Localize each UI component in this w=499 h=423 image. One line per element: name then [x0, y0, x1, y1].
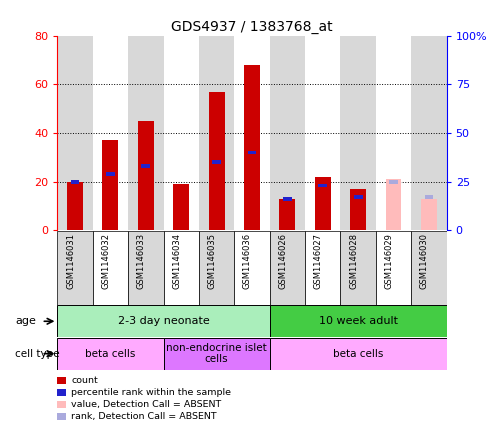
Text: GSM1146036: GSM1146036 — [243, 233, 252, 289]
Bar — [57, 231, 93, 305]
Text: GSM1146035: GSM1146035 — [208, 233, 217, 289]
Bar — [93, 36, 128, 230]
Bar — [106, 172, 115, 176]
Text: count: count — [71, 376, 98, 385]
Bar — [67, 181, 83, 230]
Bar — [57, 338, 164, 370]
Bar — [283, 197, 292, 201]
Bar — [421, 198, 437, 230]
Bar — [340, 36, 376, 230]
Bar — [141, 164, 150, 168]
Text: cell type: cell type — [15, 349, 59, 359]
Text: GSM1146028: GSM1146028 — [349, 233, 358, 289]
Bar — [138, 121, 154, 230]
Bar — [199, 231, 235, 305]
Text: 2-3 day neonate: 2-3 day neonate — [118, 316, 210, 326]
Bar — [425, 195, 433, 199]
Bar — [376, 231, 411, 305]
Text: GSM1146030: GSM1146030 — [420, 233, 429, 289]
Bar — [128, 36, 164, 230]
Text: GSM1146031: GSM1146031 — [66, 233, 75, 289]
Bar — [102, 140, 118, 230]
Bar — [244, 65, 260, 230]
Text: GSM1146029: GSM1146029 — [385, 233, 394, 288]
Bar — [235, 36, 269, 230]
Bar — [269, 338, 447, 370]
Bar — [248, 151, 256, 154]
Bar — [57, 305, 269, 337]
Bar — [199, 36, 235, 230]
Bar — [318, 184, 327, 187]
Bar — [269, 36, 305, 230]
Text: beta cells: beta cells — [333, 349, 383, 359]
Bar — [389, 180, 398, 184]
Text: GSM1146032: GSM1146032 — [101, 233, 110, 289]
Text: rank, Detection Call = ABSENT: rank, Detection Call = ABSENT — [71, 412, 217, 421]
Bar — [305, 231, 340, 305]
Bar — [164, 338, 269, 370]
Bar — [164, 36, 199, 230]
Text: 10 week adult: 10 week adult — [319, 316, 398, 326]
Bar — [173, 184, 189, 230]
Bar — [235, 231, 269, 305]
Bar — [71, 180, 79, 184]
Bar — [57, 36, 93, 230]
Bar — [376, 36, 411, 230]
Bar — [340, 231, 376, 305]
Title: GDS4937 / 1383768_at: GDS4937 / 1383768_at — [171, 19, 333, 33]
Text: non-endocrine islet
cells: non-endocrine islet cells — [166, 343, 267, 365]
Bar — [93, 231, 128, 305]
Text: value, Detection Call = ABSENT: value, Detection Call = ABSENT — [71, 400, 222, 409]
Bar — [350, 189, 366, 230]
Text: GSM1146026: GSM1146026 — [278, 233, 287, 289]
Text: GSM1146027: GSM1146027 — [314, 233, 323, 289]
Bar — [411, 36, 447, 230]
Bar — [386, 179, 402, 230]
Text: GSM1146034: GSM1146034 — [172, 233, 181, 289]
Bar — [209, 92, 225, 230]
Bar — [164, 231, 199, 305]
Text: beta cells: beta cells — [85, 349, 136, 359]
Text: GSM1146033: GSM1146033 — [137, 233, 146, 289]
Bar — [269, 305, 447, 337]
Bar — [279, 198, 295, 230]
Bar — [315, 177, 331, 230]
Text: percentile rank within the sample: percentile rank within the sample — [71, 388, 232, 397]
Bar — [212, 160, 221, 164]
Bar — [411, 231, 447, 305]
Bar — [269, 231, 305, 305]
Text: age: age — [15, 316, 36, 326]
Bar — [305, 36, 340, 230]
Bar — [128, 231, 164, 305]
Bar — [354, 195, 363, 199]
